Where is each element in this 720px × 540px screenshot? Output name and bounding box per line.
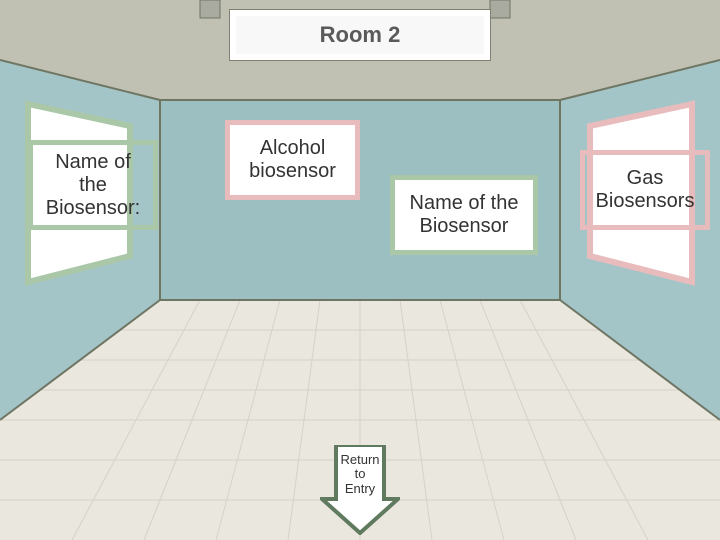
card-right[interactable]: Gas Biosensors (580, 150, 710, 230)
return-line1: Return (320, 453, 400, 467)
card-left[interactable]: Name of the Biosensor: (28, 140, 158, 230)
card-center-top-text: Alcohol biosensor (249, 137, 336, 183)
card-left-text: Name of the Biosensor: (43, 151, 143, 220)
card-center-bottom-text: Name of the Biosensor (410, 192, 519, 238)
card-right-text: Gas Biosensors (596, 167, 695, 213)
return-label: Return to Entry (320, 453, 400, 496)
card-center-bottom[interactable]: Name of the Biosensor (390, 175, 538, 255)
return-line3: Entry (320, 482, 400, 496)
room-title-text: Room 2 (320, 22, 401, 47)
card-center-top[interactable]: Alcohol biosensor (225, 120, 360, 200)
return-line2: to (320, 467, 400, 481)
return-button[interactable]: Return to Entry (320, 445, 400, 540)
room-title: Room 2 (230, 10, 490, 60)
